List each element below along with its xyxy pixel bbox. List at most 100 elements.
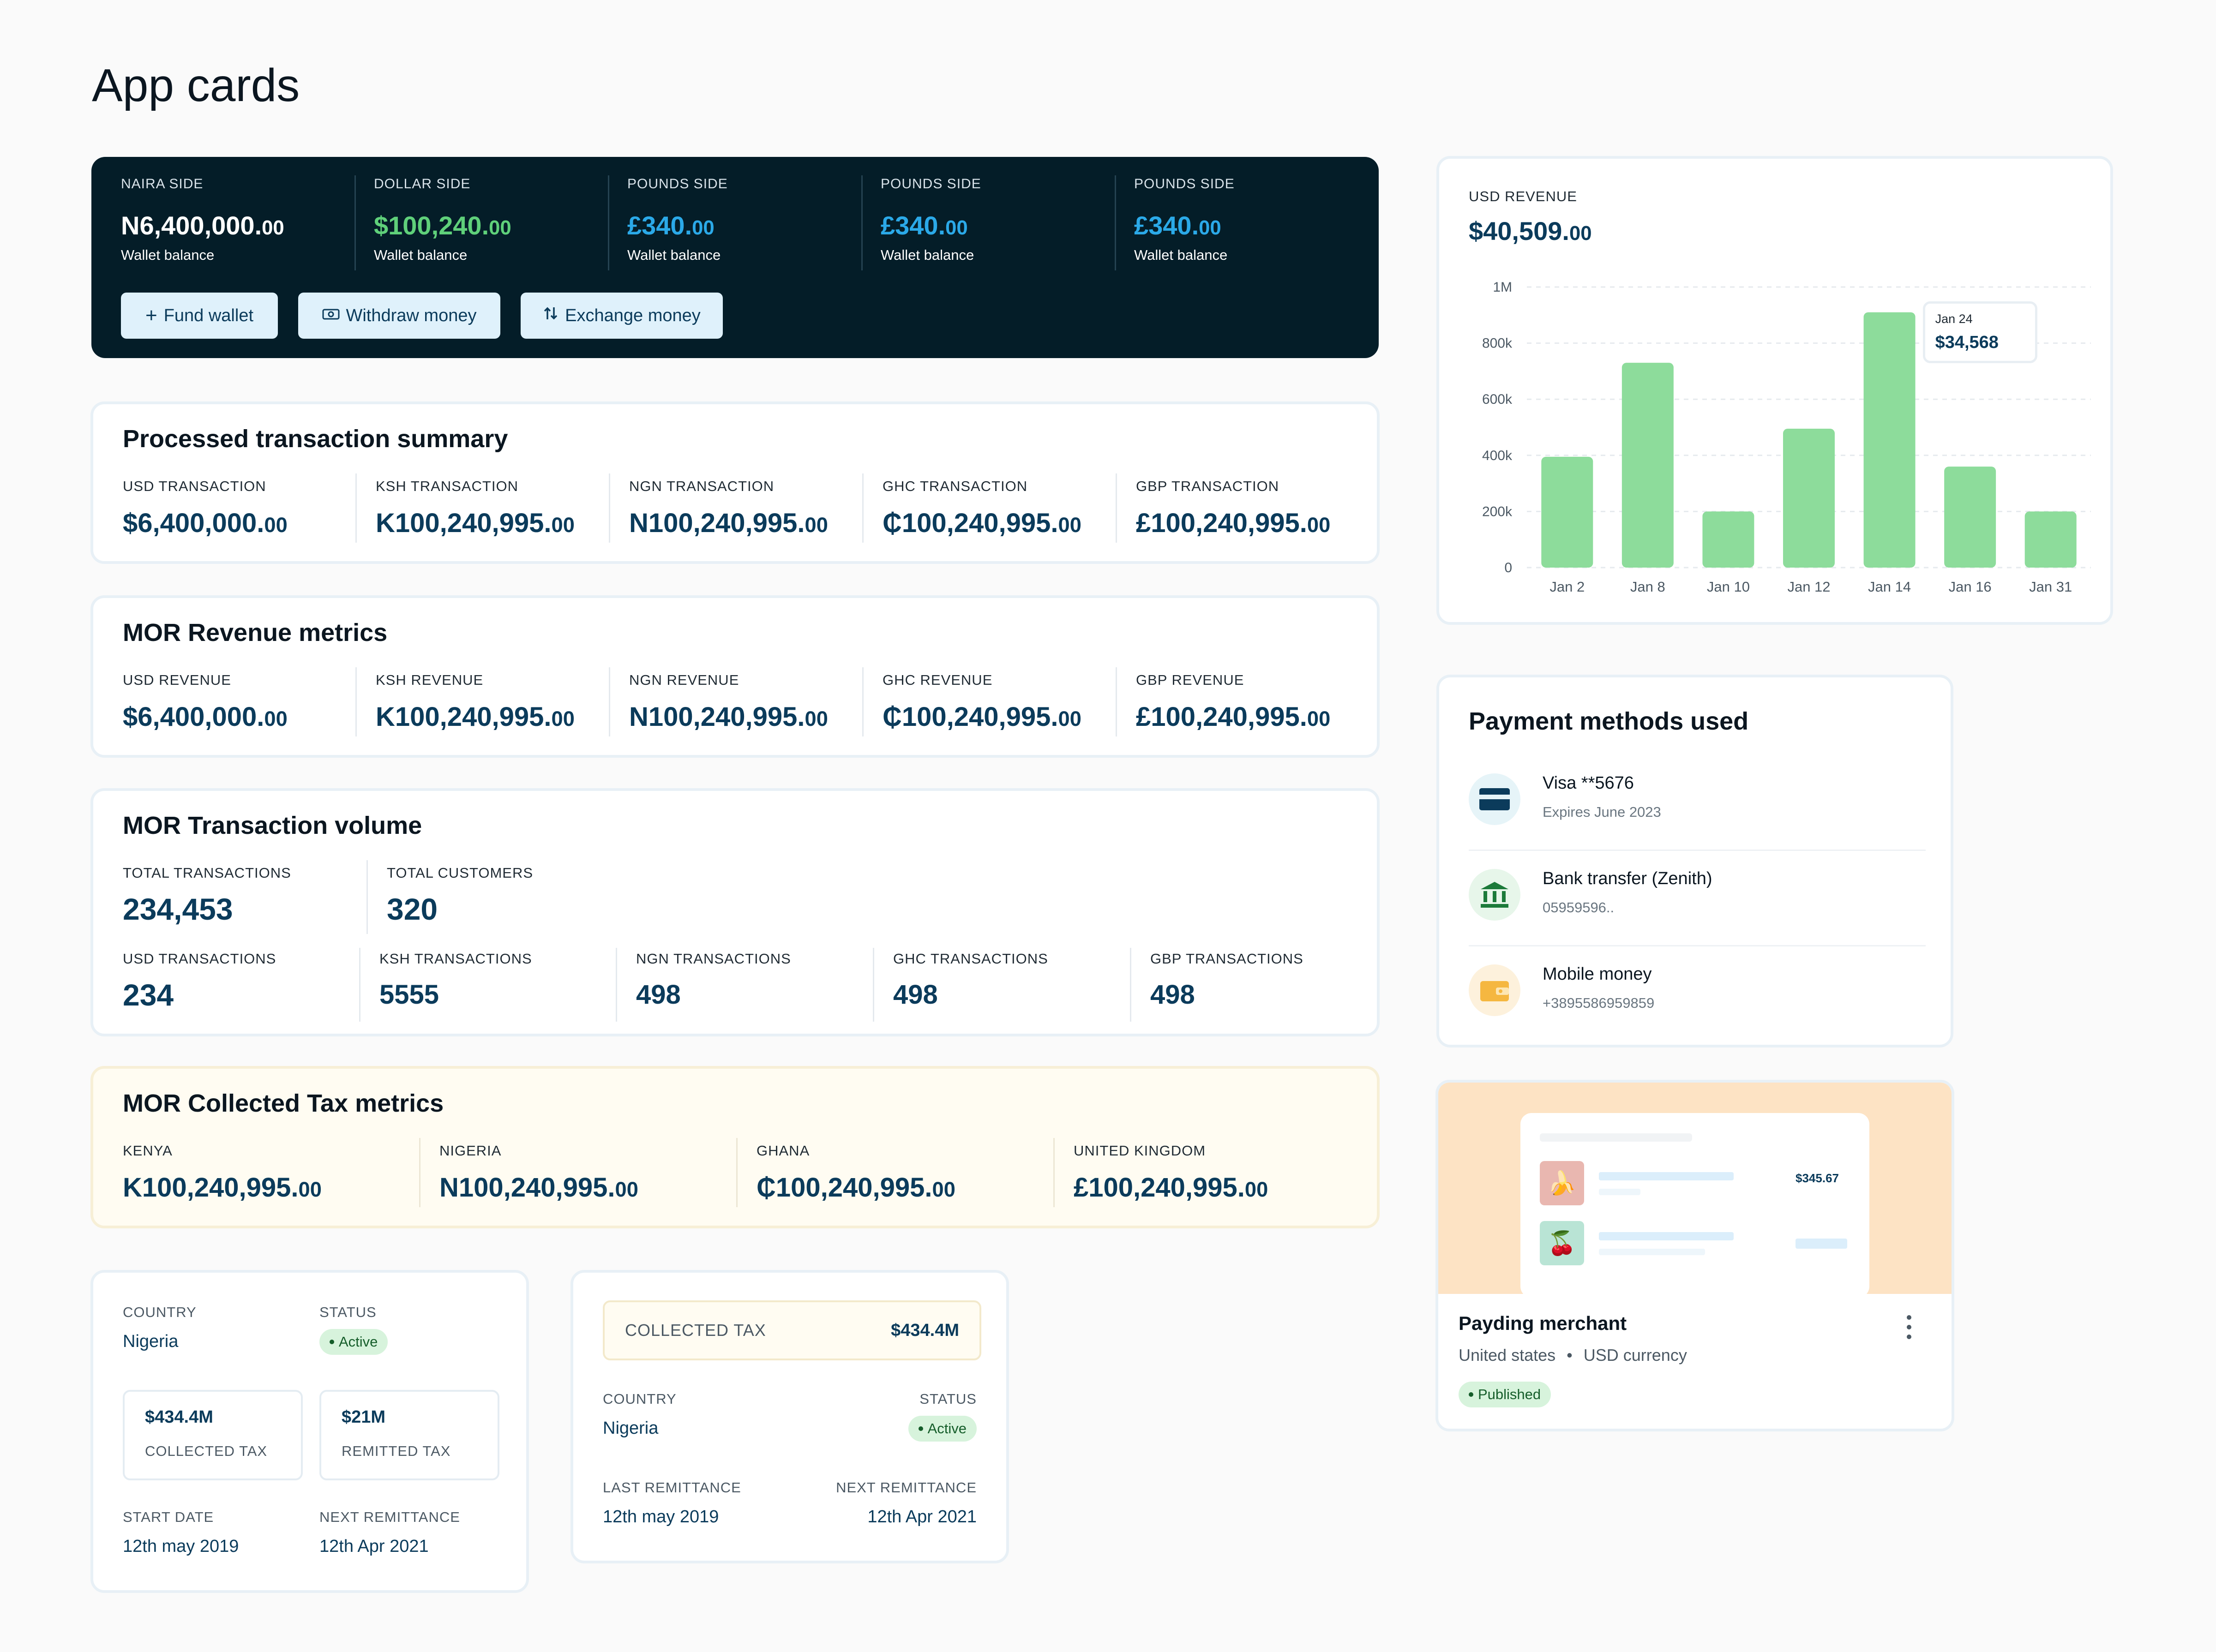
- start-date-field: START DATE 12th may 2019: [123, 1509, 239, 1556]
- payment-method-item[interactable]: Visa **5676 Expires June 2023: [1469, 756, 1926, 851]
- exchange-icon: [543, 305, 559, 326]
- metric: GHC TRANSACTION ₵100,240,995.00: [883, 478, 1081, 539]
- country-tax-card-alt: COLLECTED TAX $434.4M COUNTRY Nigeria ST…: [571, 1270, 1009, 1563]
- bar: [1944, 467, 1996, 568]
- exchange-money-button[interactable]: Exchange money: [521, 293, 723, 339]
- preview-line: [1796, 1239, 1847, 1249]
- country-label: COUNTRY: [123, 1304, 197, 1320]
- metric-amount: £100,240,995.00: [1136, 508, 1331, 538]
- wallet-amount: N6,400,000.00: [121, 211, 284, 240]
- money-icon: [322, 306, 340, 326]
- card-icon: [1469, 773, 1520, 825]
- payment-method-name: Bank transfer (Zenith): [1543, 869, 1712, 888]
- payment-method-item[interactable]: Mobile money +3895586959859: [1469, 947, 1926, 1042]
- wallet-sub: Wallet balance: [881, 247, 974, 263]
- collected-tax-value: $434.4M: [145, 1407, 213, 1427]
- metric: KENYA K100,240,995.00: [123, 1143, 322, 1203]
- wallet-sub: Wallet balance: [374, 247, 468, 263]
- divider: [736, 1138, 738, 1207]
- status-field: STATUS Active: [319, 1304, 388, 1355]
- merchant-card[interactable]: 🍌 $345.67 🍒 Payding merchant United stat…: [1435, 1080, 1954, 1431]
- metric: NGN REVENUE N100,240,995.00: [629, 672, 828, 732]
- country-field: COUNTRY Nigeria: [123, 1304, 197, 1352]
- preview-window: 🍌 $345.67 🍒: [1520, 1113, 1869, 1298]
- metric: KSH TRANSACTIONS 5555: [379, 951, 532, 1010]
- card-title: MOR Collected Tax metrics: [123, 1089, 444, 1117]
- metric-amount: $6,400,000.00: [123, 508, 288, 538]
- x-tick-label: Jan 10: [1707, 579, 1750, 595]
- metric-label: NIGERIA: [439, 1143, 502, 1159]
- next-remittance-field: NEXT REMITTANCE 12th Apr 2021: [836, 1479, 977, 1527]
- country-label: COUNTRY: [603, 1391, 677, 1407]
- country-tax-card: COUNTRY Nigeria STATUS Active $434.4M CO…: [90, 1270, 529, 1593]
- start-date-label: START DATE: [123, 1509, 214, 1525]
- y-tick-label: 600k: [1482, 392, 1513, 407]
- payment-method-item[interactable]: Bank transfer (Zenith) 05959596..: [1469, 851, 1926, 946]
- payment-method-name: Mobile money: [1543, 964, 1652, 984]
- wallet-icon: [1469, 964, 1520, 1016]
- wallet-amount: £340.00: [627, 211, 715, 240]
- withdraw-money-button[interactable]: Withdraw money: [298, 293, 500, 339]
- divider: [419, 1138, 420, 1207]
- x-tick-label: Jan 12: [1787, 579, 1830, 595]
- country-value: Nigeria: [603, 1419, 659, 1438]
- metric-label: NGN REVENUE: [629, 672, 739, 688]
- metric-amount: K100,240,995.00: [376, 702, 575, 732]
- metric-label: GHC TRANSACTION: [883, 478, 1028, 494]
- wallet-sub: Wallet balance: [1134, 247, 1228, 263]
- processed-summary-card: Processed transaction summary USD TRANSA…: [90, 401, 1380, 564]
- y-tick-label: 800k: [1482, 336, 1513, 351]
- x-tick-label: Jan 8: [1630, 579, 1665, 595]
- preview-line: [1599, 1249, 1705, 1255]
- more-options-icon[interactable]: [1900, 1313, 1918, 1341]
- bar: [2024, 511, 2077, 568]
- metric-label: GBP REVENUE: [1136, 672, 1244, 688]
- payment-methods-card: Payment methods used Visa **5676 Expires…: [1436, 675, 1953, 1047]
- chart-total: $40,509.00: [1469, 216, 1592, 245]
- metric-value: 320: [387, 892, 438, 926]
- metric-value: 5555: [379, 980, 439, 1010]
- divider: [355, 667, 357, 736]
- wallet-amount: £340.00: [1134, 211, 1221, 240]
- next-remittance-label: NEXT REMITTANCE: [319, 1509, 460, 1525]
- plus-icon: +: [145, 304, 157, 327]
- payment-method-sub: Expires June 2023: [1543, 804, 1661, 820]
- bar: [1541, 456, 1593, 568]
- divider: [354, 175, 356, 270]
- metric: NIGERIA N100,240,995.00: [439, 1143, 638, 1203]
- divider: [608, 175, 609, 270]
- metric: USD TRANSACTION $6,400,000.00: [123, 478, 288, 539]
- metric: NGN TRANSACTION N100,240,995.00: [629, 478, 828, 539]
- chart-label: USD REVENUE: [1469, 188, 1577, 204]
- divider: [862, 473, 864, 543]
- last-remittance-value: 12th may 2019: [603, 1507, 719, 1526]
- remitted-tax-label: REMITTED TAX: [342, 1443, 451, 1459]
- collected-tax-label: COLLECTED TAX: [145, 1443, 268, 1459]
- exchange-money-label: Exchange money: [565, 305, 701, 325]
- preview-line: [1599, 1189, 1640, 1195]
- metric: GHANA ₵100,240,995.00: [757, 1143, 955, 1203]
- x-tick-label: Jan 31: [2029, 579, 2072, 595]
- status-badge: Active: [319, 1329, 388, 1355]
- fund-wallet-button[interactable]: + Fund wallet: [121, 293, 278, 339]
- y-tick-label: 200k: [1482, 504, 1513, 519]
- divider: [1116, 473, 1117, 543]
- tooltip-date: Jan 24: [1935, 311, 1973, 326]
- merchant-currency: USD currency: [1583, 1346, 1687, 1365]
- wallet-sub: Wallet balance: [121, 247, 215, 263]
- x-tick-label: Jan 2: [1549, 579, 1585, 595]
- metric-value: 234,453: [123, 892, 233, 926]
- metric: GBP TRANSACTION £100,240,995.00: [1136, 478, 1330, 539]
- last-remittance-label: LAST REMITTANCE: [603, 1479, 741, 1496]
- metric-label: GHC TRANSACTIONS: [893, 951, 1048, 967]
- metric: GHC TRANSACTIONS 498: [893, 951, 1048, 1010]
- divider: [1115, 175, 1116, 270]
- wallet-col-pounds: POUNDS SIDE £340.00 Wallet balance: [1134, 176, 1235, 263]
- collected-tax-label: COLLECTED TAX: [625, 1321, 766, 1340]
- next-remittance-label: NEXT REMITTANCE: [836, 1479, 977, 1496]
- metric: UNITED KINGDOM £100,240,995.00: [1074, 1143, 1268, 1203]
- metric-label: USD TRANSACTIONS: [123, 951, 276, 967]
- metric-value: 498: [893, 980, 938, 1010]
- metric-label: TOTAL CUSTOMERS: [387, 865, 534, 881]
- metric-label: GHC REVENUE: [883, 672, 993, 688]
